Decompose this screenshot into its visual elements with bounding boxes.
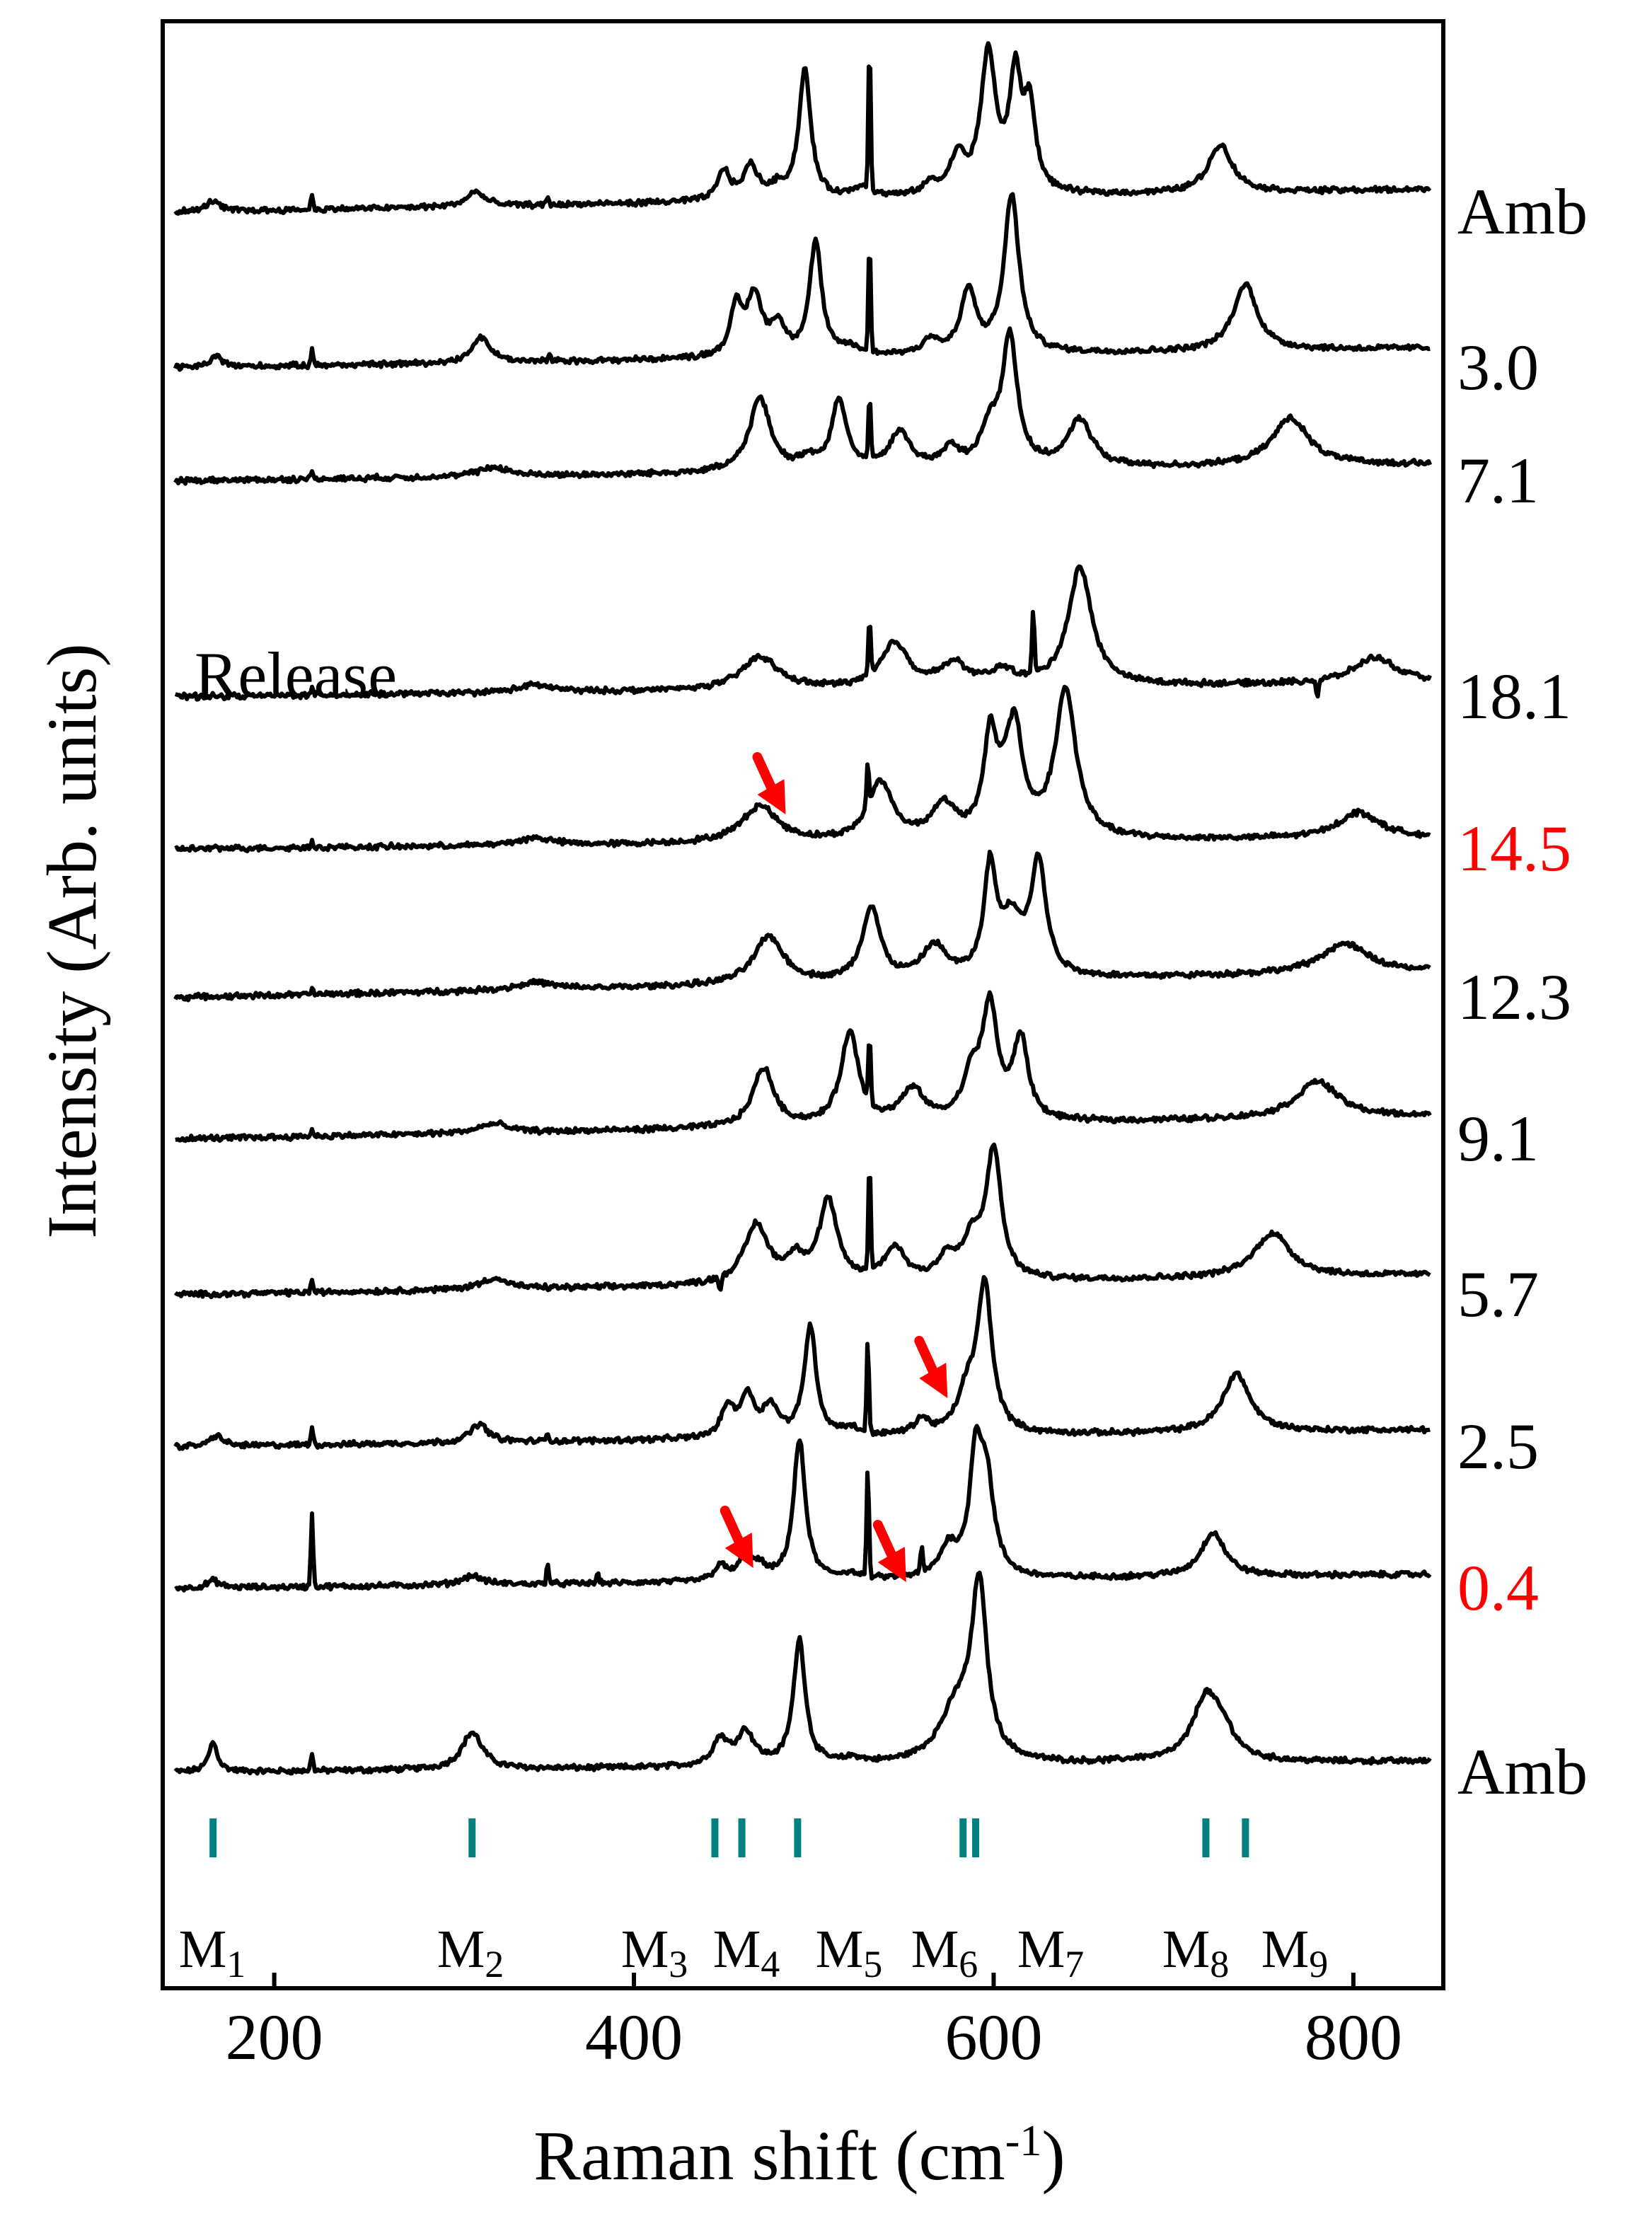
mode-label-1: M1	[179, 1920, 246, 1985]
mode-label-main-7: M	[1017, 1920, 1065, 1979]
x-axis-title-main: Raman shift (cm	[533, 2116, 1005, 2195]
trace-Amb-10	[173, 41, 1432, 216]
trace-5.7-3	[173, 1142, 1431, 1300]
plot-frame	[161, 19, 1445, 1990]
mode-marker-3	[711, 1818, 719, 1857]
mode-label-6: M6	[911, 1920, 978, 1985]
mode-label-sub-4: 4	[761, 1943, 780, 1985]
mode-label-main-8: M	[1162, 1920, 1211, 1979]
trace-label-4: 9.1	[1457, 1102, 1539, 1175]
mode-label-sub-1: 1	[226, 1943, 246, 1985]
mode-label-9: M9	[1261, 1920, 1329, 1985]
x-tick-label-600: 600	[945, 2001, 1042, 2073]
red-arrow-2	[872, 1520, 906, 1582]
mode-label-sub-5: 5	[863, 1943, 882, 1985]
trace-3.0-9	[173, 192, 1431, 372]
x-tick-label-800: 800	[1305, 2001, 1402, 2073]
x-axis-title: Raman shift (cm-1)	[533, 2116, 1065, 2195]
mode-label-main-9: M	[1261, 1920, 1310, 1979]
mode-marker-6	[959, 1818, 967, 1857]
trace-2.5-2	[173, 1275, 1431, 1451]
trace-Amb-0	[173, 1570, 1432, 1776]
mode-marker-7	[972, 1818, 980, 1857]
mode-label-sub-6: 6	[959, 1943, 978, 1985]
trace-0.4-1	[174, 1424, 1432, 1593]
mode-label-main-2: M	[437, 1920, 485, 1979]
trace-label-3: 5.7	[1457, 1258, 1539, 1330]
trace-label-6: 14.5	[1457, 812, 1571, 884]
mode-label-main-5: M	[816, 1920, 864, 1979]
x-axis-title-tail: )	[1041, 2116, 1065, 2195]
trace-label-9: 3.0	[1457, 331, 1539, 403]
mode-label-main-1: M	[179, 1920, 227, 1979]
mode-marker-5	[794, 1818, 802, 1857]
mode-marker-9	[1242, 1818, 1249, 1857]
mode-label-8: M8	[1162, 1920, 1230, 1985]
mode-label-sub-3: 3	[669, 1943, 688, 1985]
mode-marker-4	[738, 1818, 746, 1857]
trace-label-8: 7.1	[1457, 444, 1539, 517]
mode-marker-1	[209, 1818, 217, 1857]
release-label: Release	[195, 639, 397, 711]
mode-label-sub-8: 8	[1210, 1943, 1229, 1985]
trace-label-5: 12.3	[1457, 961, 1571, 1033]
trace-7.1-8	[173, 326, 1432, 486]
mode-marker-2	[468, 1818, 476, 1857]
trace-12.3-5	[173, 849, 1431, 1003]
x-tick-label-400: 400	[585, 2001, 683, 2073]
mode-label-sub-9: 9	[1309, 1943, 1328, 1985]
x-tick-label-200: 200	[226, 2001, 323, 2073]
red-arrow-1	[720, 1506, 753, 1568]
trace-label-1: 0.4	[1457, 1552, 1539, 1624]
mode-label-3: M3	[621, 1920, 688, 1985]
red-arrow-4	[752, 752, 786, 814]
mode-label-main-3: M	[621, 1920, 669, 1979]
mode-label-sub-7: 7	[1065, 1943, 1084, 1985]
trace-label-2: 2.5	[1457, 1410, 1539, 1482]
trace-14.5-6	[174, 684, 1431, 853]
trace-label-0: Amb	[1457, 1736, 1588, 1808]
mode-label-7: M7	[1017, 1920, 1085, 1985]
mode-label-main-4: M	[713, 1920, 761, 1979]
mode-marker-8	[1202, 1818, 1210, 1857]
mode-label-5: M5	[816, 1920, 883, 1985]
trace-18.1-7	[174, 564, 1432, 702]
mode-label-4: M4	[713, 1920, 780, 1985]
mode-label-sub-2: 2	[485, 1943, 504, 1985]
trace-label-7: 18.1	[1457, 660, 1571, 732]
trace-label-10: Amb	[1457, 175, 1588, 248]
y-axis-title: Intensity (Arb. units)	[33, 643, 111, 1239]
mode-label-2: M2	[437, 1920, 504, 1985]
x-axis-title-sup: -1	[1005, 2117, 1042, 2165]
trace-9.1-4	[174, 990, 1432, 1143]
red-arrow-3	[914, 1336, 948, 1398]
mode-label-main-6: M	[911, 1920, 959, 1979]
